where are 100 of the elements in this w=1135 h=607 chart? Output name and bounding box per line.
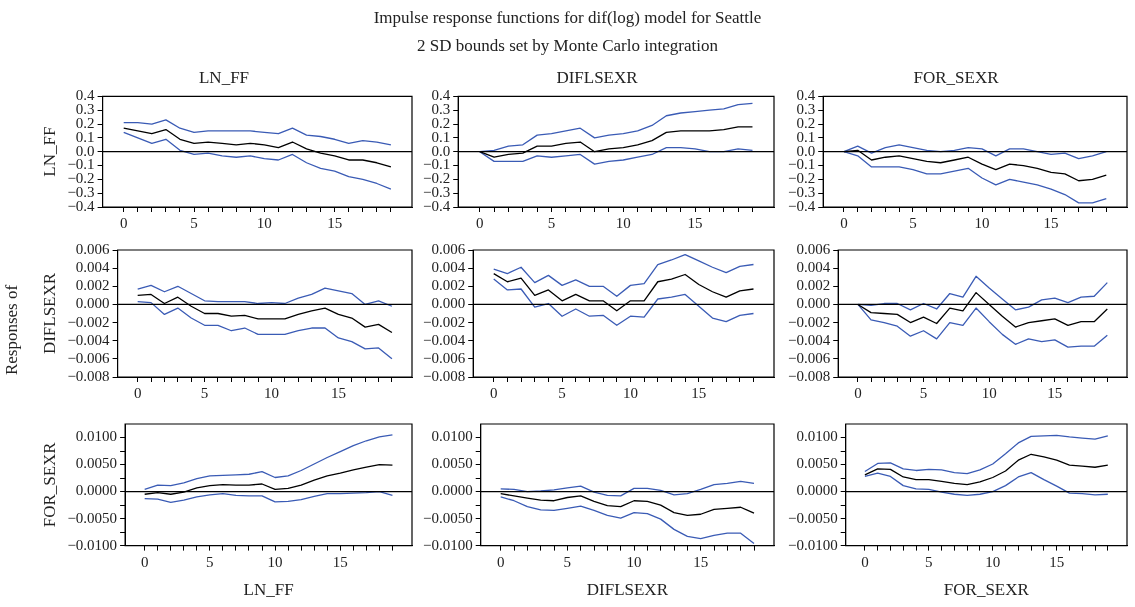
y-tick-label: 0.0050 xyxy=(431,455,473,472)
y-tick-label: −0.0050 xyxy=(787,509,838,526)
x-tick-label: 5 xyxy=(558,384,566,401)
y-tick-label: −0.2 xyxy=(67,170,95,187)
y-tick-label: −0.008 xyxy=(67,367,110,384)
y-tick-label: 0.1 xyxy=(796,128,816,145)
y-tick-label: −0.2 xyxy=(787,170,816,187)
x-tick-label: 5 xyxy=(200,384,209,401)
x-tick-label: 10 xyxy=(985,553,1001,570)
y-tick-label: 0.0000 xyxy=(431,482,473,499)
y-tick-label: 0.0050 xyxy=(796,455,838,472)
x-tick-label: 5 xyxy=(547,214,556,231)
text: Responses of xyxy=(2,284,22,376)
y-tick-label: 0.002 xyxy=(431,277,466,294)
x-axis-title: LN_FF xyxy=(243,580,294,600)
y-tick-label: 0.0050 xyxy=(75,455,118,472)
y-tick-label: 0.0100 xyxy=(431,428,473,445)
x-tick-label: 15 xyxy=(691,384,707,401)
y-tick-label: 0.4 xyxy=(796,87,816,104)
y-tick-label: 0.0 xyxy=(75,142,95,159)
y-tick-label: −0.0050 xyxy=(67,509,118,526)
x-tick-label: 0 xyxy=(854,384,862,401)
x-tick-label: 15 xyxy=(330,384,346,401)
chart-title: DIFLSEXR xyxy=(556,67,639,87)
y-tick-label: 0.0100 xyxy=(796,428,838,445)
y-axis-title: FOR_SEXR xyxy=(39,441,59,528)
x-tick-label: 5 xyxy=(925,553,933,570)
y-tick-label: −0.008 xyxy=(422,367,466,384)
y-tick-label: 0.0 xyxy=(431,142,451,159)
y-tick-label: −0.008 xyxy=(787,367,831,384)
y-tick-label: 0.0000 xyxy=(796,482,838,499)
y-tick-label: −0.0100 xyxy=(67,536,118,553)
x-tick-label: 0 xyxy=(119,214,128,231)
x-tick-label: 0 xyxy=(140,553,149,570)
x-tick-label: 10 xyxy=(267,553,283,570)
y-tick-label: 0.4 xyxy=(431,87,451,104)
y-tick-label: −0.002 xyxy=(787,313,831,330)
y-tick-label: −0.0100 xyxy=(787,536,838,553)
y-tick-label: 0.000 xyxy=(75,295,110,312)
x-tick-label: 10 xyxy=(615,214,631,231)
x-tick-label: 10 xyxy=(264,384,279,401)
y-tick-label: −0.004 xyxy=(787,331,831,348)
x-tick-label: 0 xyxy=(861,553,869,570)
y-tick-label: −0.006 xyxy=(67,349,111,366)
x-tick-label: 10 xyxy=(626,553,642,570)
x-tick-label: 5 xyxy=(563,553,572,570)
y-tick-label: 0.000 xyxy=(796,295,831,312)
y-tick-label: 0.0000 xyxy=(75,482,118,499)
x-tick-label: 15 xyxy=(332,553,348,570)
y-tick-label: 0.000 xyxy=(431,295,466,312)
y-tick-label: −0.004 xyxy=(422,331,466,348)
x-tick-label: 5 xyxy=(919,384,928,401)
x-tick-label: 5 xyxy=(909,214,917,231)
y-tick-label: −0.004 xyxy=(67,331,111,348)
x-tick-label: 0 xyxy=(489,384,498,401)
x-tick-label: 15 xyxy=(1047,384,1063,401)
y-tick-label: 0.002 xyxy=(75,277,110,294)
y-tick-label: −0.006 xyxy=(787,349,831,366)
x-tick-label: 10 xyxy=(974,214,990,231)
y-tick-label: −0.1 xyxy=(67,156,95,173)
x-tick-label: 15 xyxy=(327,214,343,231)
y-tick-label: 0.0 xyxy=(796,142,816,159)
text: 2 SD bounds set by Monte Carlo integration xyxy=(416,36,719,56)
x-tick-label: 15 xyxy=(693,553,709,570)
y-tick-label: 0.4 xyxy=(75,87,96,104)
y-tick-label: −0.002 xyxy=(67,313,110,330)
y-tick-label: −0.0100 xyxy=(422,536,473,553)
x-tick-label: 0 xyxy=(475,214,484,231)
y-tick-label: 0.006 xyxy=(796,240,831,257)
x-tick-label: 0 xyxy=(133,384,142,401)
y-tick-label: 0.004 xyxy=(796,259,831,276)
x-tick-label: 10 xyxy=(622,384,638,401)
x-tick-label: 0 xyxy=(840,214,848,231)
x-tick-label: 10 xyxy=(981,384,997,401)
y-tick-label: 0.004 xyxy=(431,259,466,276)
x-tick-label: 5 xyxy=(190,214,198,231)
y-tick-label: 0.0100 xyxy=(75,428,118,445)
y-tick-label: −0.0050 xyxy=(422,509,473,526)
x-axis-title: DIFLSEXR xyxy=(586,580,669,600)
x-tick-label: 15 xyxy=(1049,553,1065,570)
y-axis-title: DIFLSEXR xyxy=(39,272,59,355)
y-tick-label: −0.1 xyxy=(422,156,451,173)
y-tick-label: −0.1 xyxy=(787,156,816,173)
x-tick-label: 10 xyxy=(256,214,272,231)
chart-title: LN_FF xyxy=(198,67,250,87)
y-tick-label: −0.002 xyxy=(422,313,466,330)
x-axis-title: FOR_SEXR xyxy=(943,580,1030,600)
y-tick-label: 0.006 xyxy=(75,240,111,257)
text: Impulse response functions for dif(log) model for Seattle xyxy=(372,8,763,28)
y-tick-label: −0.2 xyxy=(422,170,451,187)
y-tick-label: 0.1 xyxy=(75,128,95,145)
chart-title: FOR_SEXR xyxy=(913,67,1000,87)
y-tick-label: 0.006 xyxy=(431,240,466,257)
y-tick-label: −0.006 xyxy=(422,349,466,366)
y-axis-title: LN_FF xyxy=(39,126,59,177)
x-tick-label: 0 xyxy=(496,553,505,570)
y-tick-label: 0.002 xyxy=(796,277,831,294)
x-tick-label: 5 xyxy=(206,553,214,570)
x-tick-label: 15 xyxy=(687,214,703,231)
y-tick-label: 0.004 xyxy=(75,259,111,276)
